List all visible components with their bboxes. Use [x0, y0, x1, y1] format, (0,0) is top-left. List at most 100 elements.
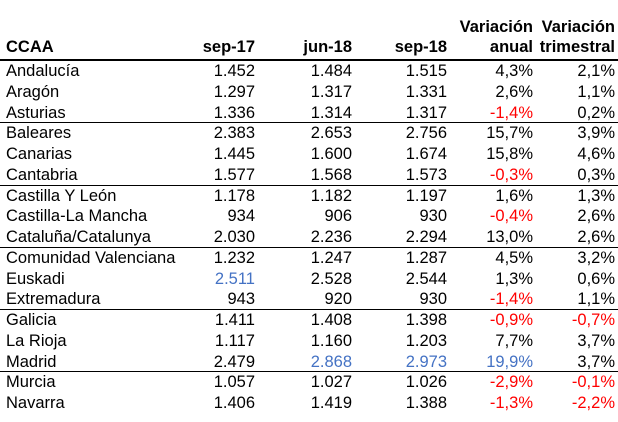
header-variacion-trimestral-line1: Variación: [541, 18, 615, 36]
ccaa-cell: Castilla Y León: [6, 186, 117, 205]
table-row: Aragón 1.297 1.317 1.331 2,6% 1,1%: [0, 82, 618, 103]
value-cell-sep-17: 2.383: [213, 124, 255, 143]
value-cell-sep-17: 1.411: [214, 311, 255, 329]
value-cell-sep-17: 1.178: [213, 186, 255, 205]
ccaa-cell: Aragón: [6, 82, 60, 101]
ccaa-cell: Navarra: [6, 394, 65, 412]
value-cell-variacion-trimestral: 1,1%: [577, 290, 615, 309]
table-row: Murcia 1.057 1.027 1.026 -2,9% -0,1%: [0, 372, 618, 393]
value-cell-sep-18: 1.674: [405, 145, 447, 163]
value-cell-jun-18: 1.160: [310, 331, 352, 350]
value-cell-jun-18: 906: [324, 207, 352, 226]
value-cell-jun-18: 1.408: [310, 311, 352, 329]
header-variacion-trimestral-line2: trimestral: [539, 38, 615, 56]
value-cell-jun-18: 2.236: [310, 228, 352, 246]
value-cell-variacion-anual: 1,6%: [495, 186, 533, 205]
table-row: Asturias 1.336 1.314 1.317 -1,4% 0,2%: [0, 103, 618, 124]
table-row: Comunidad Valenciana 1.232 1.247 1.287 4…: [0, 248, 618, 269]
value-cell-sep-17: 2.030: [213, 228, 255, 246]
value-cell-variacion-trimestral: -0,7%: [571, 311, 615, 329]
table-row: Castilla-La Mancha 934 906 930 -0,4% 2,6…: [0, 206, 618, 227]
ccaa-cell: Canarias: [6, 145, 73, 163]
table-row: Galicia 1.411 1.408 1.398 -0,9% -0,7%: [0, 310, 618, 331]
value-cell-variacion-anual: 4,3%: [495, 62, 533, 80]
value-cell-jun-18: 1.484: [310, 62, 352, 80]
ccaa-cell: Cataluña/Catalunya: [6, 228, 151, 246]
table-row: Canarias 1.445 1.600 1.674 15,8% 4,6%: [0, 144, 618, 165]
value-cell-variacion-trimestral: 2,1%: [577, 62, 615, 80]
table-row: Navarra 1.406 1.419 1.388 -1,3% -2,2%: [0, 393, 618, 414]
table-row: Extremadura 943 920 930 -1,4% 1,1%: [0, 289, 618, 310]
value-cell-variacion-trimestral: 3,7%: [577, 352, 615, 371]
value-cell-sep-18: 930: [419, 207, 447, 226]
value-cell-sep-18: 2.973: [405, 352, 447, 371]
ccaa-cell: Madrid: [6, 352, 57, 371]
header-sep-17: sep-17: [202, 38, 255, 56]
value-cell-jun-18: 2.528: [310, 269, 352, 288]
value-cell-jun-18: 1.317: [310, 82, 352, 101]
value-cell-variacion-trimestral: -0,1%: [571, 373, 615, 392]
ccaa-cell: Baleares: [6, 124, 72, 143]
value-cell-variacion-anual: 19,9%: [486, 352, 533, 371]
value-cell-variacion-anual: 15,7%: [486, 124, 533, 143]
value-cell-variacion-trimestral: 1,3%: [577, 186, 615, 205]
header-variacion-trimestral: Variación trimestral: [539, 17, 618, 57]
table-row: Andalucía 1.452 1.484 1.515 4,3% 2,1%: [0, 61, 618, 82]
value-cell-sep-17: 1.297: [213, 82, 255, 101]
table-row: Baleares 2.383 2.653 2.756 15,7% 3,9%: [0, 123, 618, 144]
table-body: Andalucía 1.452 1.484 1.515 4,3% 2,1% Ar…: [0, 61, 618, 414]
value-cell-sep-17: 2.511: [214, 269, 255, 288]
value-cell-variacion-anual: 7,7%: [495, 331, 533, 350]
table-row: Euskadi 2.511 2.528 2.544 1,3% 0,6%: [0, 269, 618, 290]
value-cell-sep-17: 1.336: [213, 103, 255, 122]
value-cell-sep-18: 1.026: [405, 373, 447, 392]
header-sep-18: sep-18: [394, 38, 447, 56]
value-cell-jun-18: 2.653: [310, 124, 352, 143]
value-cell-variacion-anual: 13,0%: [486, 228, 533, 246]
value-cell-sep-18: 1.331: [405, 82, 447, 101]
value-cell-variacion-anual: -1,4%: [489, 290, 533, 309]
value-cell-sep-18: 1.203: [405, 331, 447, 350]
value-cell-sep-18: 1.398: [405, 311, 447, 329]
value-cell-variacion-anual: -0,4%: [489, 207, 533, 226]
value-cell-sep-17: 1.406: [213, 394, 255, 412]
table-row: Castilla Y León 1.178 1.182 1.197 1,6% 1…: [0, 186, 618, 207]
header-variacion-anual: Variación anual: [453, 17, 539, 57]
value-cell-sep-18: 930: [419, 290, 447, 309]
value-cell-variacion-anual: -2,9%: [489, 373, 533, 392]
value-cell-sep-18: 1.515: [405, 62, 447, 80]
table-row: Cataluña/Catalunya 2.030 2.236 2.294 13,…: [0, 227, 618, 248]
ccaa-cell: Euskadi: [6, 269, 65, 288]
value-cell-sep-18: 1.197: [405, 186, 447, 205]
value-cell-variacion-trimestral: 0,3%: [577, 165, 615, 184]
value-cell-jun-18: 1.314: [310, 103, 352, 122]
value-cell-sep-17: 1.117: [214, 331, 255, 350]
header-ccaa: CCAA: [6, 38, 54, 56]
ccaa-cell: Galicia: [6, 311, 57, 329]
value-cell-variacion-trimestral: 1,1%: [577, 82, 615, 101]
value-cell-sep-17: 1.232: [213, 248, 255, 267]
ccaa-cell: Cantabria: [6, 165, 78, 184]
table-header-row: CCAA sep-17 jun-18 sep-18 Variación anua…: [0, 0, 618, 61]
ccaa-cell: Murcia: [6, 373, 56, 392]
table-row: Madrid 2.479 2.868 2.973 19,9% 3,7%: [0, 352, 618, 373]
value-cell-sep-17: 934: [227, 207, 255, 226]
value-cell-sep-18: 1.388: [405, 394, 447, 412]
value-cell-jun-18: 1.027: [310, 373, 352, 392]
value-cell-sep-17: 1.057: [213, 373, 255, 392]
value-cell-jun-18: 1.600: [310, 145, 352, 163]
value-cell-variacion-anual: -0,9%: [489, 311, 533, 329]
ccaa-cell: Castilla-La Mancha: [6, 207, 148, 226]
value-cell-sep-18: 2.544: [405, 269, 447, 288]
value-cell-variacion-anual: 2,6%: [495, 82, 533, 101]
value-cell-variacion-anual: -0,3%: [489, 165, 533, 184]
value-cell-jun-18: 1.568: [310, 165, 352, 184]
value-cell-variacion-trimestral: 0,6%: [577, 269, 615, 288]
value-cell-variacion-trimestral: 3,2%: [577, 248, 615, 267]
value-cell-jun-18: 1.247: [310, 248, 352, 267]
value-cell-sep-17: 943: [227, 290, 255, 309]
value-cell-variacion-anual: -1,3%: [489, 394, 533, 412]
value-cell-sep-18: 1.317: [405, 103, 447, 122]
value-cell-variacion-trimestral: 3,9%: [577, 124, 615, 143]
